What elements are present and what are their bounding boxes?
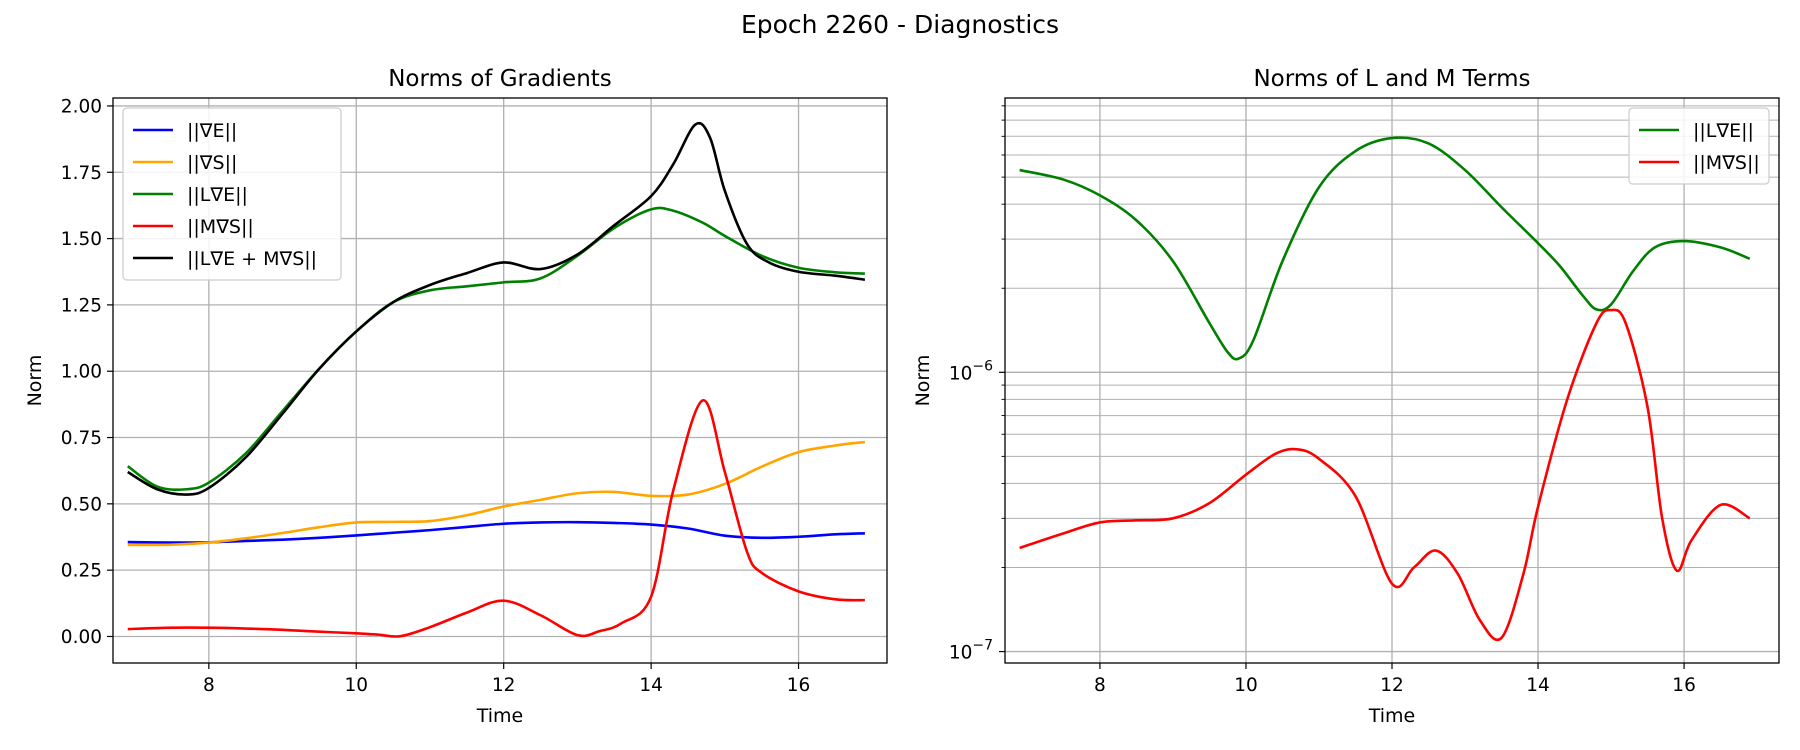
x-tick-label: 10 <box>344 675 368 696</box>
y-tick-label: 0.50 <box>61 494 102 515</box>
x-axis-label: Time <box>476 705 524 727</box>
y-tick-label: 1.50 <box>61 229 102 250</box>
chart-2: 8 10 12 14 16 10−7 10−6 Norms of L and M Terms T… <box>912 66 1780 727</box>
x-tick-label: 10 <box>1234 675 1258 696</box>
legend: ||L∇E|| ||M∇S|| <box>1628 107 1770 185</box>
x-axis-label: Time <box>1368 705 1416 727</box>
x-tick-label: 8 <box>1094 675 1106 696</box>
x-tick-label: 12 <box>1380 675 1404 696</box>
y-tick-label: 0.25 <box>61 561 102 582</box>
series-line-4 <box>127 399 865 638</box>
y-axis-label: Norm <box>24 355 46 407</box>
legend-label: ||L∇E + M∇S|| <box>187 248 317 270</box>
legend-label: ||M∇S|| <box>187 216 254 238</box>
x-tick-label: 14 <box>639 675 663 696</box>
legend-label: ||∇S|| <box>187 152 237 174</box>
chart-1: 8 10 12 14 16 0.00 0.25 0.50 0.75 1.00 1.25 1.50 1.7… <box>24 66 888 727</box>
legend: ||∇E|| ||∇S|| ||L∇E|| ||M∇S|| ||L∇E + M∇S|| <box>122 107 342 281</box>
chart-title: Norms of Gradients <box>388 66 612 92</box>
y-tick-label: 1.00 <box>61 362 102 383</box>
y-tick-label: 10−6 <box>949 358 993 384</box>
x-tick-label: 8 <box>203 675 215 696</box>
figure-suptitle: Epoch 2260 - Diagnostics <box>740 10 1060 39</box>
legend-box <box>122 107 342 281</box>
y-tick-label: 0.00 <box>61 627 102 648</box>
y-tick-label: 1.25 <box>61 295 102 316</box>
series-lines <box>1019 136 1751 642</box>
y-tick-label: 2.00 <box>61 96 102 117</box>
x-tick-label: 16 <box>1672 675 1696 696</box>
x-tick-label: 16 <box>787 675 811 696</box>
series-line-1 <box>1019 136 1751 361</box>
y-tick-label: 1.75 <box>61 163 102 184</box>
series-line-5 <box>127 121 866 496</box>
series-line-3 <box>126 206 865 492</box>
chart-title: Norms of L and M Terms <box>1253 66 1530 92</box>
legend-label: ||L∇E|| <box>187 184 248 206</box>
series-lines <box>126 121 866 638</box>
legend-box <box>1628 107 1770 185</box>
series-line-1 <box>127 520 865 544</box>
x-tick-label: 14 <box>1526 675 1550 696</box>
series-line-2 <box>1019 308 1751 642</box>
legend-label: ||M∇S|| <box>1693 152 1760 174</box>
axes-frame <box>112 97 888 664</box>
series-line-2 <box>127 440 866 547</box>
y-tick-label: 10−7 <box>949 638 993 664</box>
x-tick-label: 12 <box>492 675 516 696</box>
y-axis-label: Norm <box>912 355 934 407</box>
y-tick-label: 0.75 <box>61 428 102 449</box>
legend-label: ||∇E|| <box>187 120 237 142</box>
grid <box>113 98 887 663</box>
legend-label: ||L∇E|| <box>1693 120 1754 142</box>
